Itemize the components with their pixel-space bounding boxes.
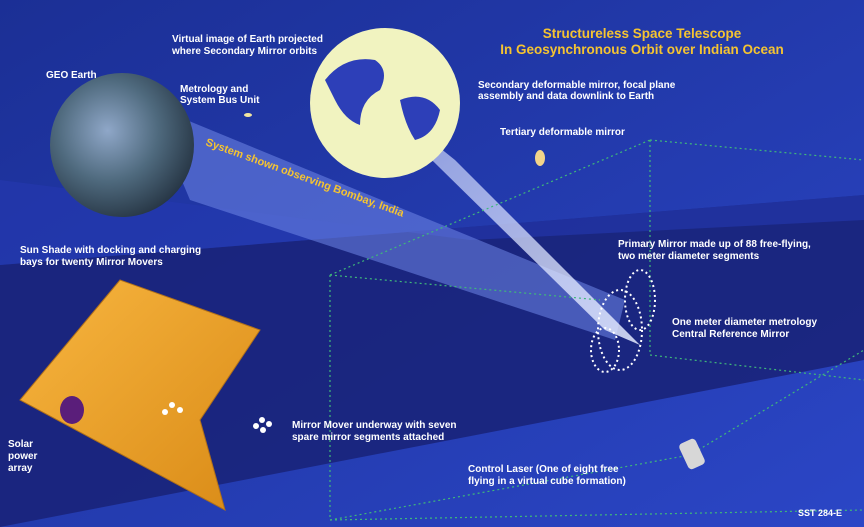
label: Control Laser (One of eight free <box>468 464 619 475</box>
label: where Secondary Mirror orbits <box>171 46 317 57</box>
label: Metrology and <box>180 84 248 95</box>
title-line: In Geosynchronous Orbit over Indian Ocea… <box>500 42 784 57</box>
primary-mirror <box>590 269 656 373</box>
earth-beam <box>150 105 625 340</box>
control-laser-icon <box>679 438 705 470</box>
metrology-unit-icon <box>244 113 252 117</box>
mirror-mover <box>162 402 272 433</box>
tertiary-mirror-icon <box>535 150 545 166</box>
shade-band <box>0 180 864 265</box>
label: Tertiary deformable mirror <box>500 127 625 138</box>
label: spare mirror segments attached <box>292 432 444 443</box>
label: Secondary deformable mirror, focal plane <box>478 80 676 91</box>
virtual-earth <box>310 28 460 178</box>
label: Central Reference Mirror <box>672 329 789 340</box>
label: GEO Earth <box>46 70 97 81</box>
label: Solar <box>8 439 33 450</box>
label: System Bus Unit <box>180 95 260 106</box>
virtual-earth-ocean <box>325 59 440 140</box>
label: Mirror Mover underway with seven <box>292 420 457 431</box>
label: bays for twenty Mirror Movers <box>20 257 163 268</box>
label: assembly and data downlink to Earth <box>478 91 654 102</box>
geo-earth <box>50 73 194 217</box>
label: power <box>8 451 38 462</box>
label: Virtual image of Earth projected <box>172 34 323 45</box>
label: array <box>8 463 33 474</box>
label: Sun Shade with docking and charging <box>20 245 201 256</box>
figure-id: SST 284-E <box>798 508 842 518</box>
power-array <box>60 396 84 424</box>
sun-shade <box>19 279 261 511</box>
cube-lines <box>329 139 864 521</box>
title-line: Structureless Space Telescope <box>543 26 742 41</box>
label: flying in a virtual cube formation) <box>468 476 626 487</box>
label: two meter diameter segments <box>618 251 760 262</box>
label: One meter diameter metrology <box>672 317 817 328</box>
plane-band <box>0 195 864 527</box>
label: Primary Mirror made up of 88 free-flying… <box>618 239 811 250</box>
